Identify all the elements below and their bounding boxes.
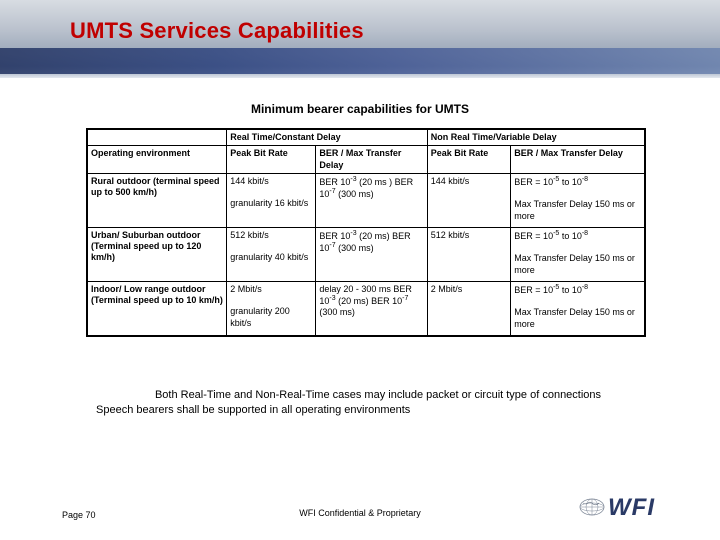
globe-icon xyxy=(579,498,605,516)
col-nrt-peak: Peak Bit Rate xyxy=(427,146,511,174)
notes-block: Both Real-Time and Non-Real-Time cases m… xyxy=(96,388,660,418)
capabilities-table: Real Time/Constant Delay Non Real Time/V… xyxy=(86,128,646,337)
table-row: Rural outdoor (terminal speed up to 500 … xyxy=(88,173,645,227)
note-line-2: Speech bearers shall be supported in all… xyxy=(96,403,660,418)
col-operating-env: Operating environment xyxy=(88,146,227,174)
nrt-rate-cell: 2 Mbit/s xyxy=(427,281,511,335)
blank-cell xyxy=(88,130,227,146)
wfi-logo: WFI xyxy=(608,494,690,524)
nrt-ber-cell: BER = 10-5 to 10-8Max Transfer Delay 150… xyxy=(511,227,645,281)
col-rt-ber: BER / Max Transfer Delay xyxy=(316,146,427,174)
header-realtime: Real Time/Constant Delay xyxy=(227,130,428,146)
rt-rate-cell: 2 Mbit/sgranularity 200 kbit/s xyxy=(227,281,316,335)
col-nrt-ber: BER / Max Transfer Delay xyxy=(511,146,645,174)
nrt-ber-cell: BER = 10-5 to 10-8Max Transfer Delay 150… xyxy=(511,173,645,227)
table-header-row-2: Operating environment Peak Bit Rate BER … xyxy=(88,146,645,174)
env-cell: Rural outdoor (terminal speed up to 500 … xyxy=(88,173,227,227)
header-dark-strip xyxy=(0,48,720,74)
table-header-row-1: Real Time/Constant Delay Non Real Time/V… xyxy=(88,130,645,146)
table-caption: Minimum bearer capabilities for UMTS xyxy=(0,102,720,116)
nrt-ber-cell: BER = 10-5 to 10-8Max Transfer Delay 150… xyxy=(511,281,645,335)
nrt-rate-cell: 144 kbit/s xyxy=(427,173,511,227)
col-rt-peak: Peak Bit Rate xyxy=(227,146,316,174)
header-nonrealtime: Non Real Time/Variable Delay xyxy=(427,130,644,146)
logo-text: WFI xyxy=(608,494,655,521)
nrt-rate-cell: 512 kbit/s xyxy=(427,227,511,281)
rt-ber-cell: BER 10-3 (20 ms) BER 10-7 (300 ms) xyxy=(316,227,427,281)
rt-ber-cell: delay 20 - 300 ms BER 10-3 (20 ms) BER 1… xyxy=(316,281,427,335)
rt-rate-cell: 512 kbit/sgranularity 40 kbit/s xyxy=(227,227,316,281)
env-cell: Indoor/ Low range outdoor (Terminal spee… xyxy=(88,281,227,335)
env-cell: Urban/ Suburban outdoor (Terminal speed … xyxy=(88,227,227,281)
rt-ber-cell: BER 10-3 (20 ms ) BER 10-7 (300 ms) xyxy=(316,173,427,227)
slide-title: UMTS Services Capabilities xyxy=(70,18,364,44)
note-line-1: Both Real-Time and Non-Real-Time cases m… xyxy=(96,388,660,403)
table-row: Indoor/ Low range outdoor (Terminal spee… xyxy=(88,281,645,335)
footer: Page 70 WFI Confidential & Proprietary W… xyxy=(0,496,720,526)
rt-rate-cell: 144 kbit/sgranularity 16 kbit/s xyxy=(227,173,316,227)
table-row: Urban/ Suburban outdoor (Terminal speed … xyxy=(88,227,645,281)
